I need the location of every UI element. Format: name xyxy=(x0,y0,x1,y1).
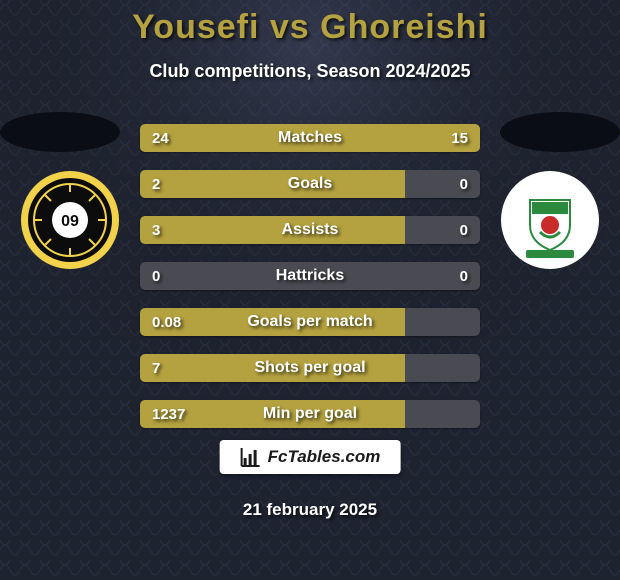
club-logo-right-svg xyxy=(500,170,600,270)
club-logo-left-svg: 09 xyxy=(20,170,120,270)
date-text: 21 february 2025 xyxy=(0,500,620,520)
club-logo-left: 09 xyxy=(20,170,120,270)
stat-bars: Matches2415 Goals20 Assists30 Hattricks00 Go… xyxy=(140,124,480,446)
stat-bar-row: Hattricks00 xyxy=(140,262,480,290)
club-logo-right xyxy=(500,170,600,270)
brand-chart-icon xyxy=(240,446,262,468)
stat-bar-row: Assists30 xyxy=(140,216,480,244)
stat-bar-row: Min per goal1237 xyxy=(140,400,480,428)
stat-bar-row: Goals20 xyxy=(140,170,480,198)
player-silhouette-left xyxy=(0,112,120,152)
bar-label-center: Goals xyxy=(140,175,480,193)
bar-label-center: Min per goal xyxy=(140,405,480,423)
bar-label-center: Hattricks xyxy=(140,267,480,285)
stat-bar-row: Matches2415 xyxy=(140,124,480,152)
page-title: Yousefi vs Ghoreishi xyxy=(0,0,620,47)
stat-bar-row: Goals per match0.08 xyxy=(140,308,480,336)
brand-text: FcTables.com xyxy=(268,447,381,467)
bar-label-center: Shots per goal xyxy=(140,359,480,377)
player-silhouette-right xyxy=(500,112,620,152)
subtitle: Club competitions, Season 2024/2025 xyxy=(0,61,620,82)
svg-text:09: 09 xyxy=(61,213,79,230)
bar-label-center: Goals per match xyxy=(140,313,480,331)
stat-bar-row: Shots per goal7 xyxy=(140,354,480,382)
bar-label-center: Matches xyxy=(140,129,480,147)
brand-badge[interactable]: FcTables.com xyxy=(220,440,401,474)
bar-label-center: Assists xyxy=(140,221,480,239)
